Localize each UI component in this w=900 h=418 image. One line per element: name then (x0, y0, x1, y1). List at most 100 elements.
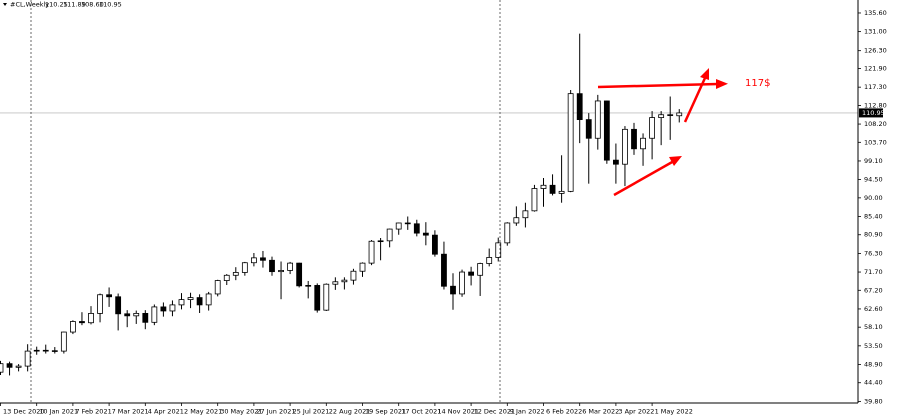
y-tick-label: 99.10 (864, 157, 883, 165)
candle-body (60, 331, 67, 352)
candle-body (178, 299, 185, 306)
x-tick-label: 25 Jul 2021 (293, 408, 330, 416)
candle-body (187, 297, 194, 301)
x-tick-label: 6 Feb 2022 (546, 408, 582, 416)
candle-body (241, 262, 248, 273)
candle-body (214, 280, 221, 295)
candle-body (196, 297, 203, 306)
candle-body (422, 232, 429, 236)
y-tick-label: 90.00 (864, 194, 883, 202)
y-tick-label: 58.10 (864, 323, 883, 331)
candle-body (350, 270, 357, 281)
candle-body (124, 313, 131, 317)
arrow-line (613, 159, 675, 197)
y-tick-label: 108.20 (864, 120, 887, 128)
candle-body (314, 285, 321, 311)
y-tick-label: 103.70 (864, 138, 887, 146)
symbol-title: #CL,Weekly (10, 1, 49, 9)
header: #CL,Weekly 110.25 111.89 108.60 110.95 (3, 1, 122, 9)
y-tick-label: 126.30 (864, 47, 887, 55)
annotation: 117$ (745, 78, 770, 89)
candle-body (79, 321, 85, 324)
x-tick-label: 6 Mar 2022 (582, 408, 619, 416)
candle-body (594, 100, 601, 139)
y-tick-label: 131.00 (864, 28, 887, 36)
candle-body (540, 184, 547, 189)
candle-body (404, 222, 411, 225)
candle-body (477, 263, 484, 276)
y-tick-label: 135.60 (864, 9, 887, 17)
y-tick-label: 44.40 (864, 379, 883, 387)
arrow-head (700, 68, 709, 80)
candle-body (51, 350, 58, 352)
x-tick-label: 7 Mar 2021 (112, 408, 149, 416)
x-tick-label: 2 May 2021 (184, 408, 222, 416)
current-price-label: 110.95 (862, 109, 885, 117)
x-tick-label: 30 May 2021 (220, 408, 262, 416)
candle-body (287, 262, 294, 271)
candle-body (395, 222, 402, 230)
candle-body (504, 222, 511, 244)
x-tick-label: 22 Aug 2021 (329, 408, 371, 416)
candle-body (341, 279, 348, 283)
candle-body (513, 217, 520, 224)
candle-body (6, 363, 13, 368)
y-tick-label: 76.30 (864, 249, 883, 257)
x-tick-label: 10 Jan 2021 (39, 408, 78, 416)
ohlc-label: 110.95 (99, 1, 122, 9)
candle-body (486, 257, 493, 264)
candle-body (223, 274, 230, 281)
candle-body (459, 271, 465, 295)
x-tick-label: 7 Feb 2021 (75, 408, 111, 416)
candle-body (42, 349, 49, 352)
x-tick-label: 4 Apr 2021 (148, 408, 184, 416)
candle-body (441, 253, 447, 287)
x-tick-label: 12 Dec 2021 (474, 408, 516, 416)
y-tick-label: 85.40 (864, 213, 883, 221)
candle-body (115, 296, 122, 315)
candle-body (622, 128, 628, 165)
y-tick-label: 80.90 (864, 231, 883, 239)
candle-body (603, 100, 610, 161)
candle-body (88, 312, 94, 324)
candle-body (531, 188, 538, 212)
y-tick-label: 39.80 (864, 397, 883, 405)
candle-body (305, 285, 312, 287)
candle-body (24, 350, 31, 367)
candle-body (631, 128, 637, 150)
candle-body (658, 114, 665, 118)
y-tick-label: 94.50 (864, 176, 883, 184)
y-tick-label: 121.90 (864, 65, 887, 73)
x-tick-label: 3 Apr 2022 (618, 408, 654, 416)
candle-body (576, 93, 583, 121)
x-tick-label: 27 Jun 2021 (256, 408, 295, 416)
candle-body (169, 304, 176, 312)
candle-body (549, 184, 556, 194)
candle-body (269, 259, 275, 273)
y-tick-label: 117.30 (864, 83, 887, 91)
arrow-head (716, 79, 728, 89)
candle-body (278, 270, 284, 273)
plot-area (0, 33, 858, 376)
candle-body (205, 293, 212, 306)
candle-body (386, 228, 393, 242)
x-tick-label: 1 May 2022 (655, 408, 693, 416)
candle-body (522, 210, 529, 219)
ohlc-label: 111.89 (63, 1, 86, 9)
header-icon (3, 3, 7, 6)
candle-body (15, 365, 22, 368)
candle-body (97, 294, 103, 314)
candle-body (450, 285, 456, 295)
candle-body (142, 312, 149, 323)
arrow-head (669, 156, 682, 166)
candle-body (70, 321, 76, 333)
x-tick-label: 17 Oct 2021 (401, 408, 441, 416)
candle-body (323, 283, 330, 311)
candle-body (151, 306, 158, 323)
candle-body (160, 306, 167, 312)
candle-body (332, 281, 339, 285)
y-tick-label: 112.80 (864, 101, 887, 109)
candle-body (640, 137, 646, 150)
ohlc-label: 110.25 (45, 1, 68, 9)
